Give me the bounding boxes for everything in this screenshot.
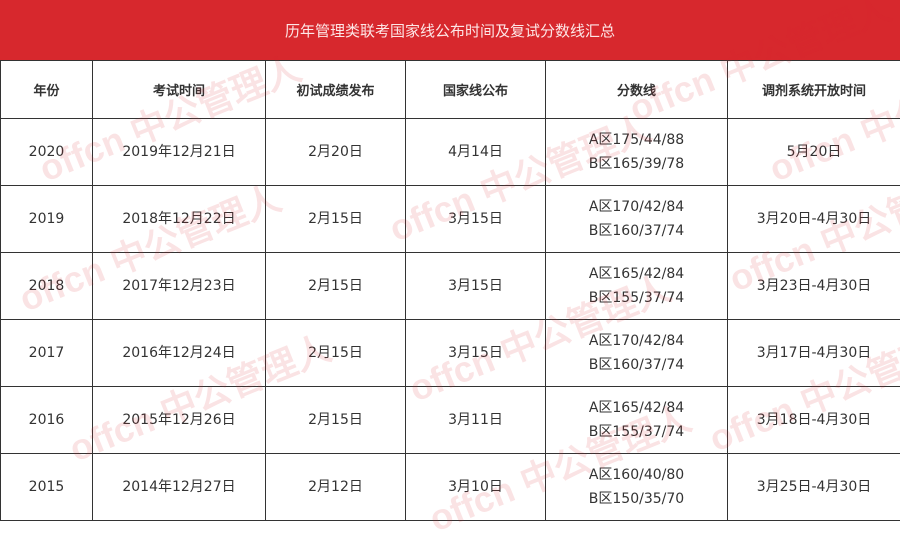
cell-score-release: 2月15日: [266, 253, 406, 320]
header-exam-date: 考试时间: [93, 61, 266, 119]
cell-exam-date: 2015年12月26日: [93, 387, 266, 454]
header-score-release: 初试成绩发布: [266, 61, 406, 119]
cell-adjust-open: 3月23日-4月30日: [728, 253, 900, 320]
cell-exam-date: 2018年12月22日: [93, 186, 266, 253]
cutoff-b: B区160/37/74: [546, 353, 727, 377]
cell-exam-date: 2017年12月23日: [93, 253, 266, 320]
header-adjust-open: 调剂系统开放时间: [728, 61, 900, 119]
cell-exam-date: 2016年12月24日: [93, 320, 266, 387]
cell-year: 2016: [1, 387, 93, 454]
cutoff-b: B区165/39/78: [546, 152, 727, 176]
cell-score-release: 2月15日: [266, 320, 406, 387]
cell-score-release: 2月15日: [266, 186, 406, 253]
cutoff-b: B区150/35/70: [546, 487, 727, 511]
cell-adjust-open: 3月17日-4月30日: [728, 320, 900, 387]
cell-score-release: 2月15日: [266, 387, 406, 454]
table-title: 历年管理类联考国家线公布时间及复试分数线汇总: [0, 0, 900, 60]
cutoff-a: A区160/40/80: [546, 463, 727, 487]
cell-adjust-open: 3月25日-4月30日: [728, 454, 900, 521]
header-national-line: 国家线公布: [406, 61, 546, 119]
cutoff-a: A区170/42/84: [546, 329, 727, 353]
cell-exam-date: 2019年12月21日: [93, 119, 266, 186]
cutoff-a: A区165/42/84: [546, 396, 727, 420]
cell-year: 2020: [1, 119, 93, 186]
header-year: 年份: [1, 61, 93, 119]
cell-national-line: 3月11日: [406, 387, 546, 454]
cutoff-a: A区175/44/88: [546, 128, 727, 152]
cell-exam-date: 2014年12月27日: [93, 454, 266, 521]
cell-year: 2017: [1, 320, 93, 387]
cell-adjust-open: 3月18日-4月30日: [728, 387, 900, 454]
cell-national-line: 3月15日: [406, 320, 546, 387]
cell-national-line: 3月15日: [406, 186, 546, 253]
cell-adjust-open: 3月20日-4月30日: [728, 186, 900, 253]
cell-national-line: 3月10日: [406, 454, 546, 521]
header-cutoff: 分数线: [546, 61, 728, 119]
cell-national-line: 4月14日: [406, 119, 546, 186]
cutoff-a: A区165/42/84: [546, 262, 727, 286]
header-row: 年份 考试时间 初试成绩发布 国家线公布 分数线 调剂系统开放时间: [1, 61, 900, 119]
cutoff-b: B区155/37/74: [546, 286, 727, 310]
cell-national-line: 3月15日: [406, 253, 546, 320]
cutoff-b: B区160/37/74: [546, 219, 727, 243]
cell-year: 2015: [1, 454, 93, 521]
cell-adjust-open: 5月20日: [728, 119, 900, 186]
cutoff-a: A区170/42/84: [546, 195, 727, 219]
cell-score-release: 2月12日: [266, 454, 406, 521]
cutoff-b: B区155/37/74: [546, 420, 727, 444]
cell-year: 2018: [1, 253, 93, 320]
cell-year: 2019: [1, 186, 93, 253]
cell-score-release: 2月20日: [266, 119, 406, 186]
